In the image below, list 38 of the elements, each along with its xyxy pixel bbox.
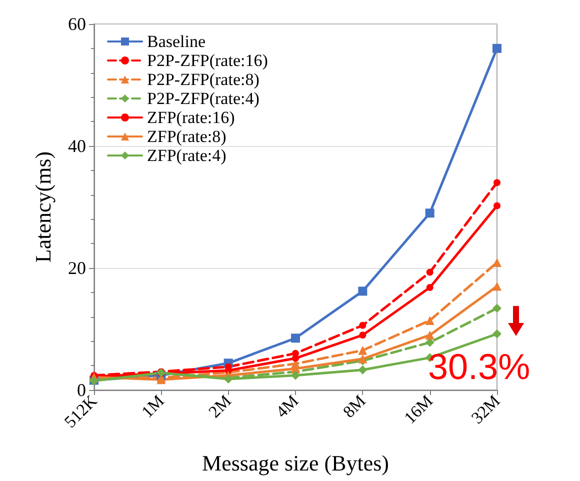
y-tick-label: 20 bbox=[68, 258, 86, 278]
point bbox=[492, 282, 502, 291]
legend-label: P2P-ZFP(rate:16) bbox=[147, 51, 268, 70]
point bbox=[492, 329, 502, 338]
point bbox=[425, 208, 434, 218]
point bbox=[492, 304, 502, 313]
point bbox=[494, 179, 500, 186]
legend-label: ZFP(rate:4) bbox=[147, 146, 226, 165]
point bbox=[425, 316, 434, 325]
y-tick-label: 60 bbox=[68, 14, 86, 34]
point bbox=[358, 365, 368, 374]
point bbox=[426, 284, 434, 292]
y-tick-label: 40 bbox=[68, 136, 86, 156]
point bbox=[359, 322, 366, 329]
point bbox=[358, 286, 368, 296]
point bbox=[359, 332, 366, 339]
point bbox=[292, 354, 299, 362]
annotation: 30.3% bbox=[428, 346, 530, 388]
legend-label: P2P-ZFP(rate:4) bbox=[147, 89, 260, 108]
legend-label: ZFP(rate:16) bbox=[147, 108, 235, 127]
x-axis-title: Message size (Bytes) bbox=[202, 450, 389, 476]
x-tick-label: 1M bbox=[138, 391, 168, 422]
point bbox=[494, 202, 500, 210]
point bbox=[425, 330, 434, 340]
point bbox=[426, 268, 434, 276]
y-axis-title: Latency(ms) bbox=[30, 151, 56, 263]
point bbox=[358, 346, 368, 355]
point bbox=[492, 44, 502, 53]
x-tick-label: 2M bbox=[204, 391, 236, 422]
y-tick-label: 0 bbox=[77, 380, 86, 400]
legend-label: Baseline bbox=[147, 32, 206, 51]
x-tick-label: 4M bbox=[272, 391, 302, 422]
point bbox=[291, 334, 300, 343]
point bbox=[492, 258, 502, 268]
legend-label: P2P-ZFP(rate:8) bbox=[147, 70, 260, 89]
legend-label: ZFP(rate:8) bbox=[147, 127, 226, 146]
point bbox=[291, 370, 300, 380]
x-tick-label: 8M bbox=[339, 391, 370, 422]
